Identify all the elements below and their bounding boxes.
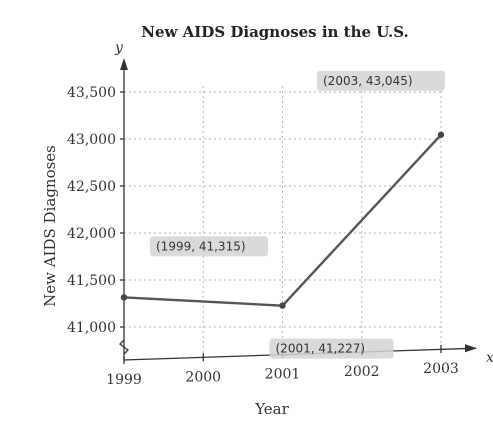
y-axis-label: New AIDS Diagnoses: [41, 145, 59, 307]
x-axis-variable: x: [486, 350, 493, 366]
y-tick-labels: 41,000 41,500 42,000 42,500 43,000 43,500: [67, 85, 116, 336]
series-line: [123, 133, 442, 307]
data-point: [120, 294, 128, 301]
x-tick-label: 2001: [265, 367, 301, 383]
x-axis-label: Year: [254, 400, 289, 418]
y-tick-label: 42,000: [67, 226, 116, 242]
x-tick-label: 2002: [344, 364, 380, 380]
y-axis-arrow: [120, 58, 128, 70]
point-label-highlight: [150, 236, 268, 257]
data-point: [279, 302, 286, 309]
y-axis-break: [119, 339, 129, 355]
x-tick-label: 1999: [106, 372, 142, 388]
y-tick-label: 41,000: [67, 320, 116, 336]
point-label: (2001, 41,227): [276, 342, 366, 356]
x-axis-arrow: [465, 344, 477, 353]
point-labels: (1999, 41,315) (2001, 41,227) (2003, 43,04…: [150, 70, 445, 359]
chart-title: New AIDS Diagnoses in the U.S.: [141, 23, 408, 41]
x-tick-labels: 1999 2000 2001 2002 2003: [106, 361, 459, 388]
point-label-highlight: [269, 338, 394, 359]
y-tick-label: 42,500: [67, 179, 116, 195]
point-label: (2003, 43,045): [323, 74, 413, 88]
y-tick-label: 41,500: [67, 273, 116, 289]
point-label: (1999, 41,315): [156, 239, 246, 253]
axes: [119, 58, 477, 364]
y-axis-variable: y: [114, 40, 124, 56]
grid: [124, 86, 442, 358]
x-tick-label: 2000: [185, 369, 221, 385]
y-tick-label: 43,500: [67, 85, 116, 101]
point-label-highlight: [317, 70, 445, 91]
y-tick-label: 43,000: [67, 132, 116, 148]
data-point: [437, 131, 445, 138]
data-series: [120, 131, 445, 309]
x-tick-label: 2003: [423, 361, 459, 377]
